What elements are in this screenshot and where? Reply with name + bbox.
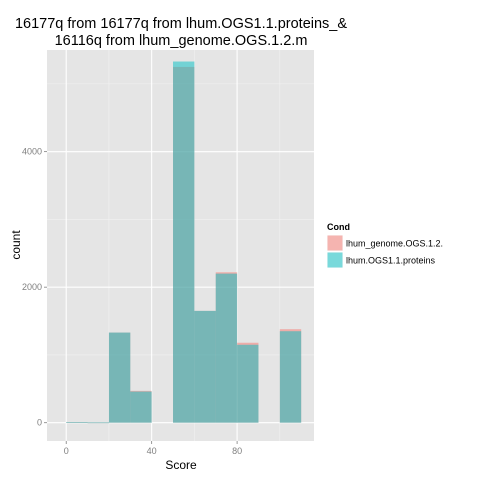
y-tick-label: 2000 <box>22 282 42 292</box>
chart-title-line-1: 16177q from 16177q from lhum.OGS1.1.prot… <box>15 16 347 32</box>
bar-series-2 <box>194 310 216 423</box>
y-axis-ticks: 0 2000 4000 <box>22 147 47 428</box>
legend-label: lhum.OGS1.1.proteins <box>346 256 436 266</box>
chart-title: 16177q from 16177q from lhum.OGS1.1.prot… <box>15 16 347 49</box>
y-tick-label: 0 <box>37 418 42 428</box>
legend-swatch <box>327 235 343 251</box>
chart-title-line-2: 16116q from lhum_genome.OGS.1.2.m <box>55 33 308 49</box>
bar-series-2 <box>87 422 109 424</box>
x-axis-ticks: 0 40 80 <box>64 441 242 456</box>
bar-series-2 <box>215 273 238 423</box>
y-tick-label: 4000 <box>22 147 42 157</box>
y-axis-title: count <box>9 230 23 260</box>
bar-series-2 <box>108 332 131 423</box>
legend-swatch <box>327 252 343 268</box>
x-tick-label: 40 <box>147 446 157 456</box>
bar-series-2 <box>173 61 195 423</box>
bar-series-2 <box>279 331 302 423</box>
x-tick-label: 80 <box>232 446 242 456</box>
bars <box>66 61 302 424</box>
x-axis-title: Score <box>165 458 197 472</box>
bar-series-2 <box>66 422 88 423</box>
bar-series-2 <box>130 391 152 423</box>
legend-title: Cond <box>327 222 350 232</box>
legend: Cond lhum_genome.OGS.1.2. lhum.OGS1.1.pro… <box>326 222 443 269</box>
bar-series-2 <box>237 344 259 423</box>
legend-label: lhum_genome.OGS.1.2. <box>346 239 443 249</box>
x-tick-label: 0 <box>64 446 69 456</box>
